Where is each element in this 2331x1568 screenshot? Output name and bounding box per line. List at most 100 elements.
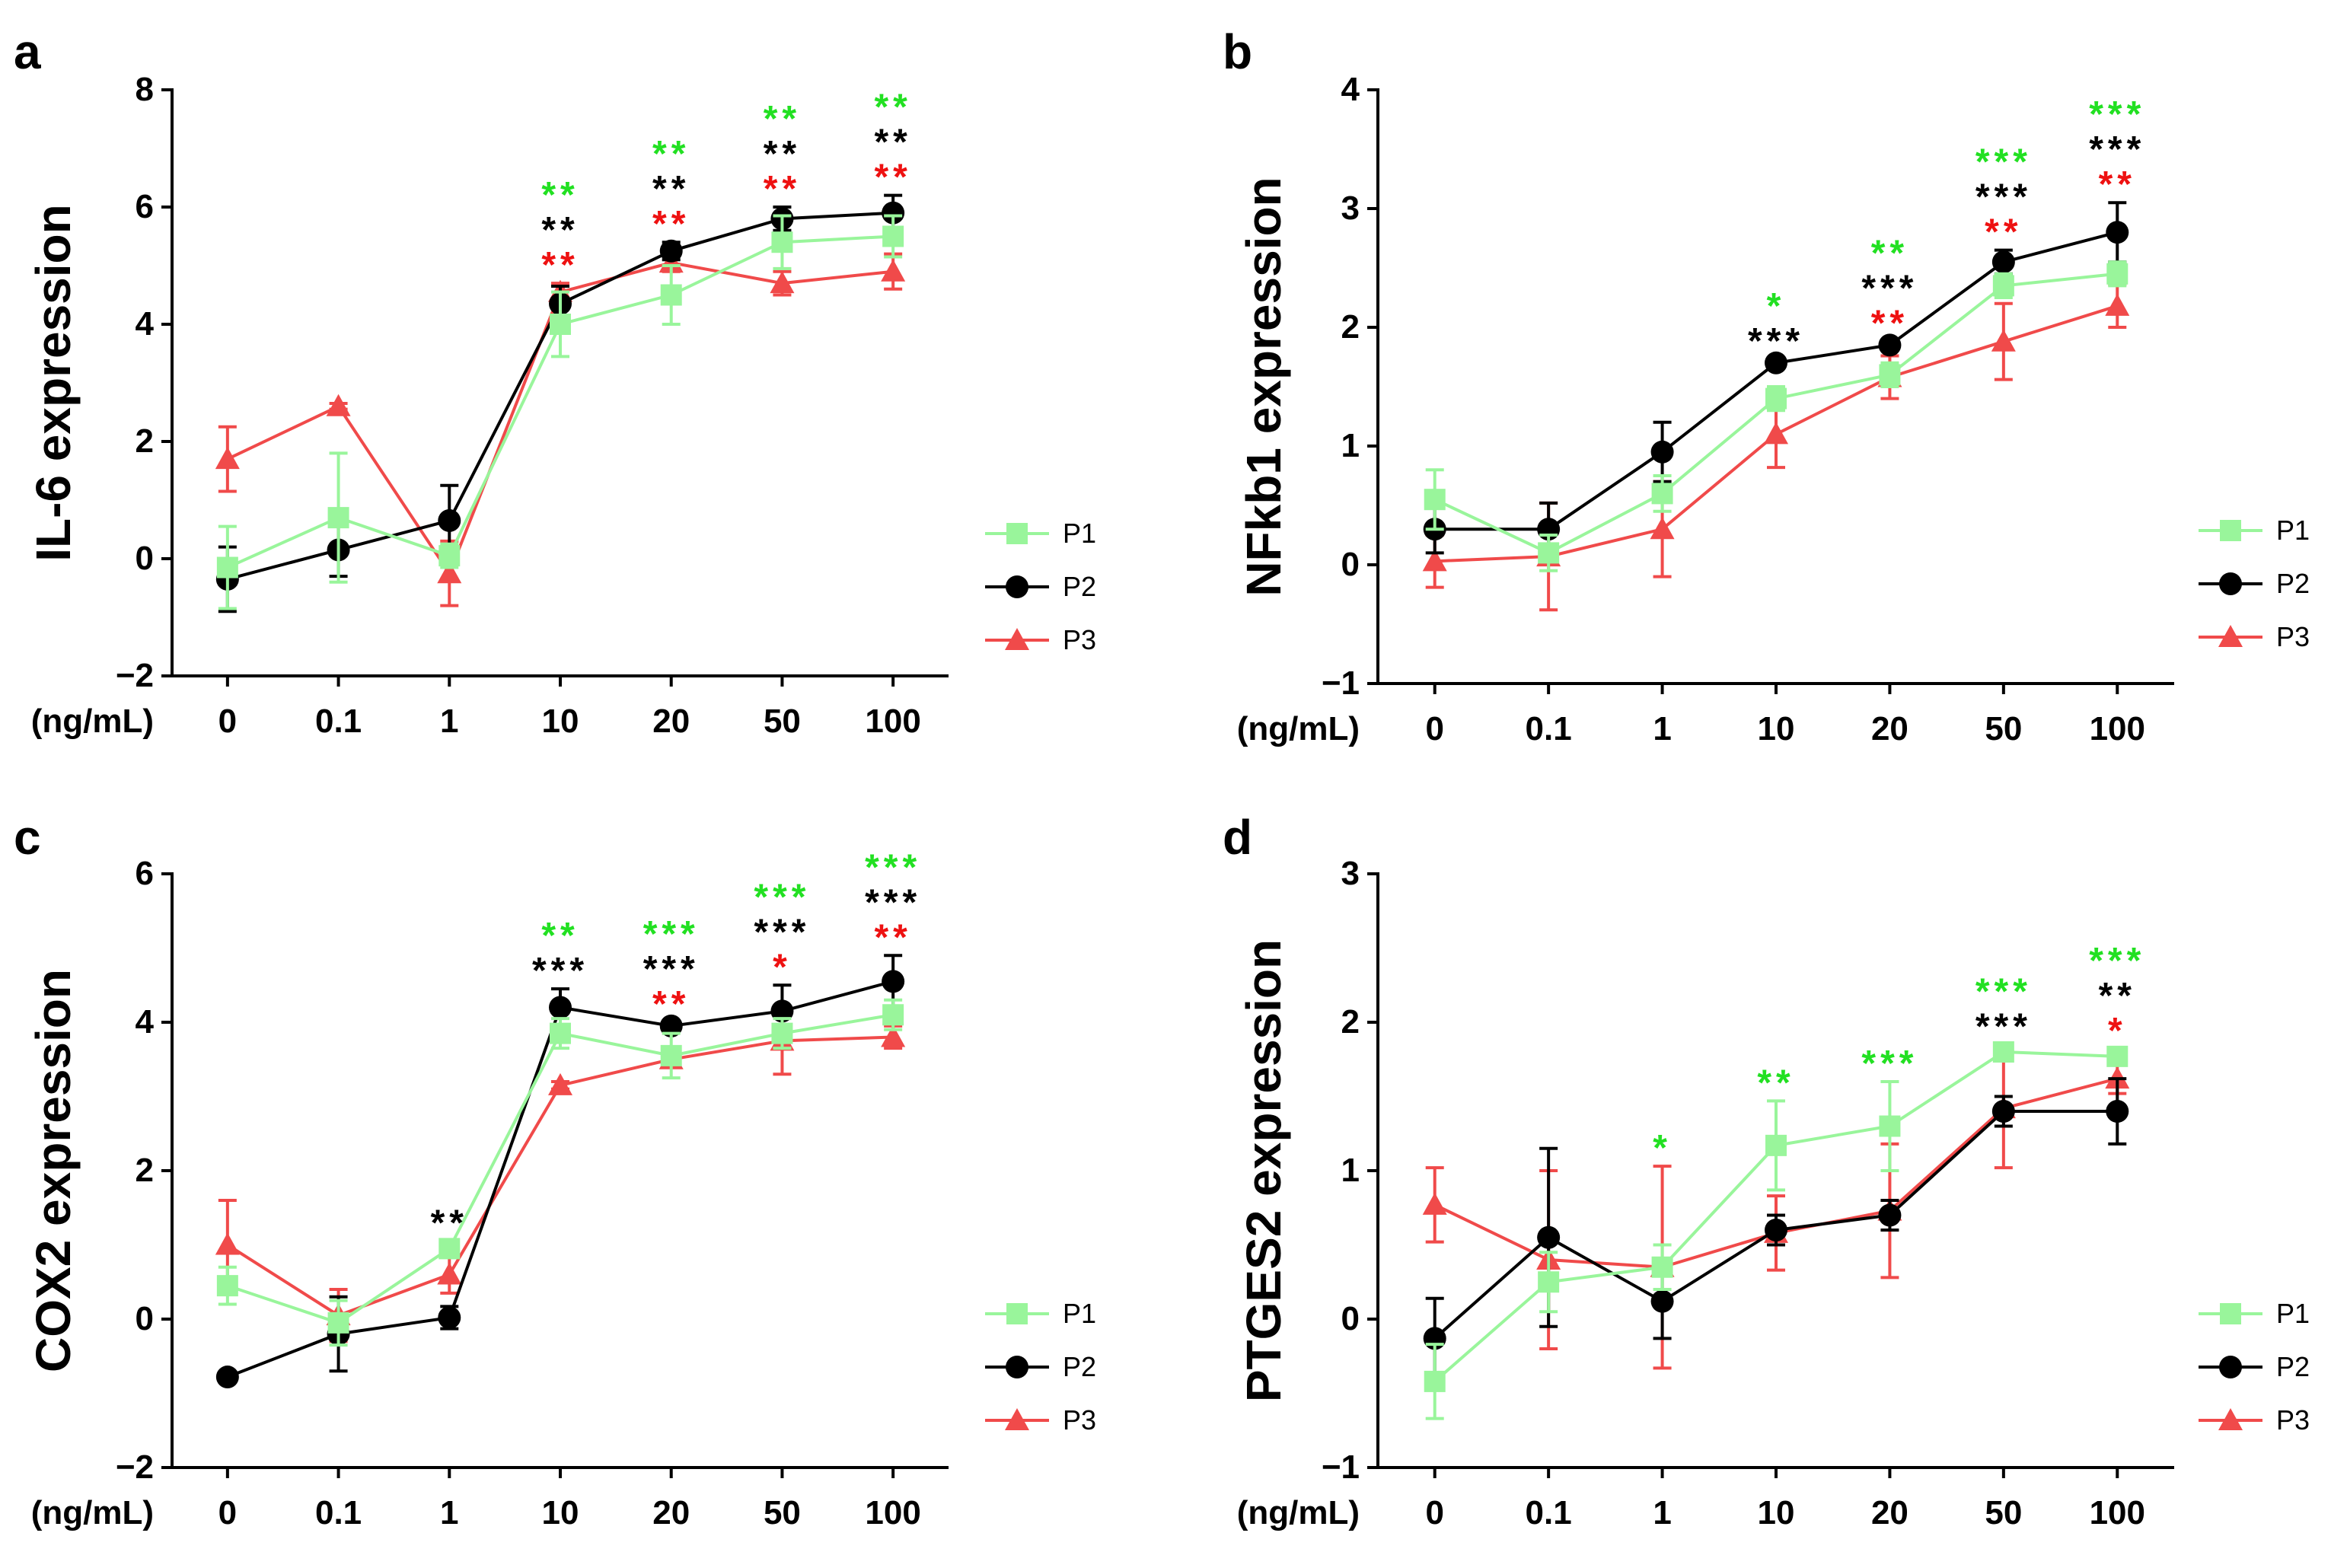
significance-black: *** — [1861, 269, 1918, 309]
legend-label: P2 — [1063, 1351, 1096, 1382]
x-tick-label: 0 — [1425, 1494, 1443, 1531]
x-tick-label: 0.1 — [1526, 1494, 1572, 1531]
legend: P1 P2 P3 — [985, 518, 1096, 655]
data-point — [1424, 489, 1446, 511]
data-point — [1878, 333, 1902, 357]
legend-label: P3 — [2276, 621, 2310, 652]
significance-red: ** — [652, 984, 690, 1025]
x-tick-label: 50 — [1985, 710, 2022, 747]
data-point — [216, 1275, 238, 1297]
data-point — [2106, 221, 2129, 244]
significance-green: * — [1767, 286, 1786, 327]
legend: P1 P2 P3 — [985, 1298, 1096, 1436]
significance-red: ** — [874, 158, 911, 198]
data-point — [2105, 293, 2130, 316]
y-axis-label: NFkb1 expression — [1236, 177, 1291, 596]
y-tick-label: 0 — [136, 1300, 154, 1337]
y-tick-label: 2 — [136, 1152, 154, 1189]
data-point — [438, 1238, 461, 1260]
significance-green: *** — [1975, 142, 2032, 183]
data-point — [438, 508, 461, 532]
significance-black: ** — [541, 210, 579, 250]
y-axis-label: IL-6 expression — [26, 204, 81, 562]
x-tick-label: 0.1 — [315, 703, 362, 740]
significance-red: ** — [874, 917, 911, 958]
significance-red: ** — [541, 245, 579, 285]
x-tick-label: 1 — [440, 703, 458, 740]
panel-b: b NFkb1 expression −1 0 1 2 3 4 (ng/mL) 0 0.1 1 10 20… — [1223, 24, 2310, 747]
data-point — [438, 1306, 461, 1330]
significance-black: *** — [754, 912, 810, 952]
data-point — [1650, 440, 1674, 464]
legend: P1 P2 P3 — [2199, 1298, 2310, 1436]
y-tick-label: 8 — [136, 71, 154, 108]
y-tick-label: 3 — [1341, 855, 1360, 892]
significance-green: ** — [1871, 234, 1908, 274]
significance-green: ** — [541, 916, 579, 956]
x-tick-label: 0 — [218, 1494, 237, 1531]
significance-green: ** — [652, 134, 690, 174]
legend-label: P3 — [1063, 1404, 1096, 1436]
x-tick-label: 100 — [865, 703, 920, 740]
data-point — [550, 1022, 571, 1044]
x-tick-label: 0 — [1425, 710, 1443, 747]
data-point — [327, 1311, 349, 1334]
significance-green: *** — [865, 847, 921, 888]
legend-label: P1 — [2276, 1298, 2310, 1329]
y-tick-label: 0 — [1341, 546, 1360, 583]
significance-red: ** — [764, 169, 801, 209]
x-unit-label: (ng/mL) — [1237, 710, 1360, 747]
significance-green: *** — [2089, 941, 2145, 981]
x-tick-label: 50 — [764, 703, 801, 740]
data-point — [1991, 1100, 2015, 1123]
significance-black: ** — [874, 123, 911, 163]
series-P1 — [1424, 1041, 2129, 1420]
y-tick-label: 2 — [136, 422, 154, 460]
x-tick-label: 20 — [1871, 710, 1908, 747]
y-tick-label: 6 — [136, 855, 154, 892]
y-tick-label: −1 — [1322, 1448, 1360, 1486]
legend: P1 P2 P3 — [2199, 515, 2310, 652]
y-tick-label: 3 — [1341, 190, 1360, 227]
significance-black: *** — [1975, 1006, 2032, 1047]
data-point — [881, 1025, 906, 1047]
data-point — [2106, 1100, 2129, 1123]
legend-marker — [1005, 628, 1029, 650]
x-unit-label: (ng/mL) — [1237, 1494, 1360, 1531]
significance-green: ** — [874, 88, 911, 128]
data-point — [882, 1004, 904, 1026]
data-point — [660, 284, 682, 306]
significance-red: ** — [1985, 212, 2022, 253]
x-tick-label: 10 — [1758, 710, 1795, 747]
panel-letter: b — [1223, 24, 1252, 79]
legend-label: P3 — [1063, 624, 1096, 655]
data-point — [659, 1014, 683, 1037]
x-tick-label: 100 — [865, 1494, 920, 1531]
significance-green: ** — [541, 175, 579, 215]
y-tick-label: −2 — [116, 1448, 154, 1486]
data-point — [1424, 1370, 1446, 1392]
legend-label: P2 — [2276, 568, 2310, 599]
legend-marker — [2218, 625, 2243, 647]
legend-marker — [1006, 1303, 1028, 1324]
data-point — [882, 201, 905, 225]
significance-green: * — [1653, 1128, 1672, 1168]
data-point — [770, 999, 794, 1023]
x-tick-label: 50 — [1985, 1494, 2022, 1531]
data-point — [1422, 549, 1447, 572]
panel-letter: d — [1223, 810, 1252, 865]
series-P3 — [215, 1005, 906, 1343]
x-tick-label: 20 — [1871, 1494, 1908, 1531]
legend-marker — [1005, 1408, 1029, 1430]
data-point — [1538, 1271, 1560, 1293]
x-unit-label: (ng/mL) — [31, 1494, 154, 1531]
x-tick-label: 0.1 — [315, 1494, 362, 1531]
y-axis-label: COX2 expression — [26, 969, 81, 1372]
y-tick-label: 6 — [136, 188, 154, 225]
data-point — [1879, 1115, 1901, 1137]
data-point — [215, 447, 240, 470]
significance-green: *** — [754, 877, 810, 917]
data-point — [882, 225, 904, 247]
legend-marker — [2219, 572, 2242, 595]
